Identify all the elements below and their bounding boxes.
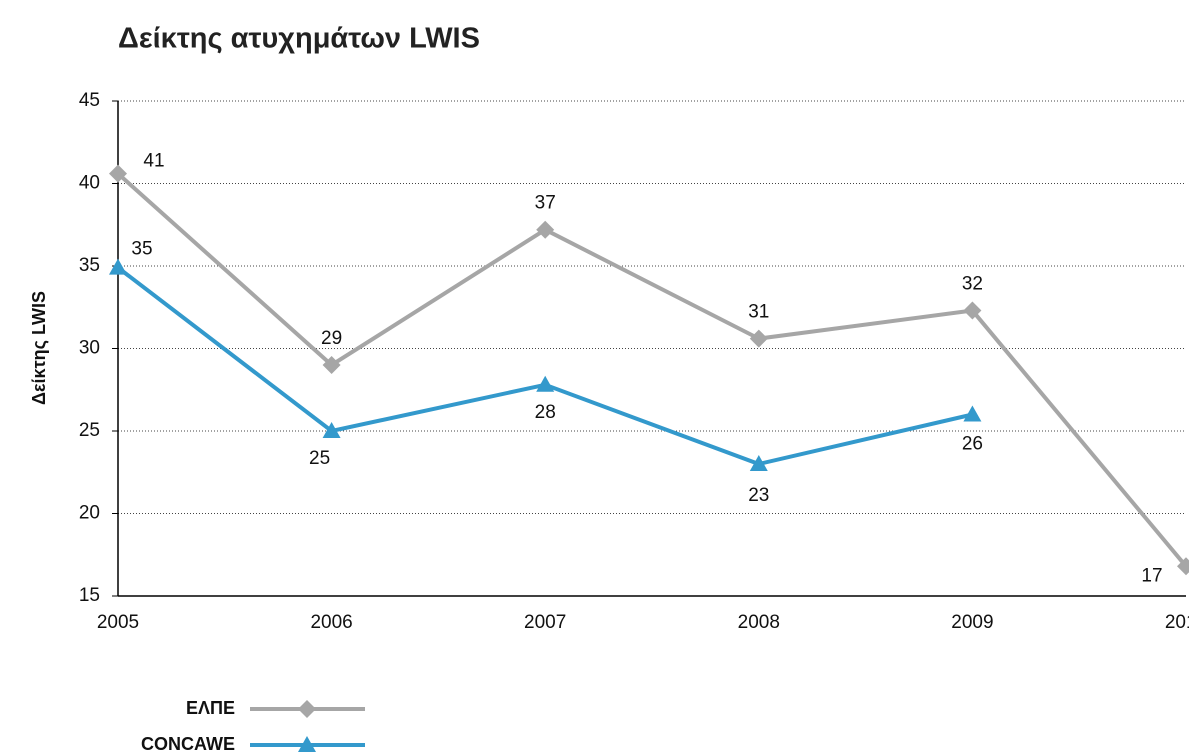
marker — [963, 405, 982, 422]
y-tick-label: 15 — [79, 585, 100, 606]
marker — [536, 375, 555, 392]
marker — [1177, 557, 1189, 576]
y-axis-label: Δείκτης LWIS — [29, 291, 49, 405]
marker — [322, 422, 341, 438]
data-label: 35 — [131, 239, 152, 260]
legend-marker — [298, 736, 316, 752]
y-tick-label: 45 — [79, 90, 100, 111]
chart-title: Δείκτης ατυχημάτων LWIS — [118, 23, 480, 55]
series-line — [116, 266, 973, 467]
data-label: 28 — [535, 402, 556, 423]
marker — [109, 164, 127, 183]
marker — [749, 455, 768, 471]
y-tick-label: 30 — [79, 338, 100, 359]
marker — [749, 329, 768, 348]
data-label: 29 — [321, 328, 342, 349]
data-label: 37 — [535, 193, 556, 214]
legend-label: ΕΛΠΕ — [186, 698, 235, 718]
data-label: 26 — [962, 434, 983, 455]
legend-label: CONCAWE — [141, 734, 235, 754]
data-label: 41 — [143, 151, 164, 172]
marker — [536, 220, 555, 239]
data-label: 25 — [309, 448, 330, 469]
marker — [322, 356, 341, 374]
y-tick-label: 25 — [79, 420, 100, 441]
x-tick-label: 2009 — [951, 612, 993, 633]
y-tick-label: 20 — [79, 503, 100, 524]
y-tick-label: 35 — [79, 255, 100, 276]
legend-marker — [298, 700, 316, 718]
marker — [963, 301, 982, 320]
x-tick-label: 2006 — [310, 612, 352, 633]
y-tick-label: 40 — [79, 173, 100, 194]
x-tick-label: 2010 — [1165, 612, 1189, 633]
series-line — [116, 172, 1188, 568]
data-label: 32 — [962, 274, 983, 295]
x-tick-label: 2005 — [97, 612, 139, 633]
x-tick-label: 2007 — [524, 612, 566, 633]
marker — [109, 258, 127, 275]
data-label: 17 — [1141, 565, 1162, 586]
data-label: 23 — [748, 485, 769, 506]
data-label: 31 — [748, 302, 769, 323]
x-tick-label: 2008 — [738, 612, 780, 633]
